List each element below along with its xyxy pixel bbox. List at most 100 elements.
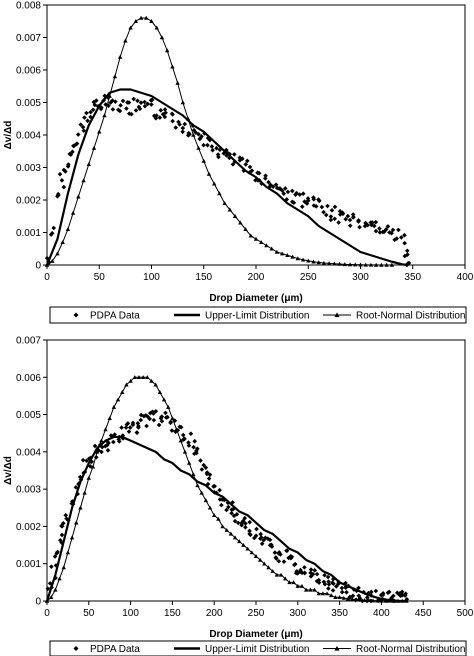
pdpa-point [404, 596, 410, 602]
pdpa-point [136, 425, 141, 430]
pdpa-point [386, 589, 392, 595]
pdpa-point [201, 462, 206, 468]
pdpa-point [136, 104, 142, 110]
y-axis: 0 0.001 0.002 0.003 0.004 0.005 0.006 0.007 [16, 336, 47, 608]
y-tick-label: 0.004 [16, 447, 41, 458]
root-normal-point [228, 531, 234, 536]
pdpa-point [231, 152, 237, 157]
pdpa-point [272, 550, 278, 555]
series-upper-limit-line [45, 88, 408, 267]
root-normal-point [60, 240, 65, 245]
pdpa-point [59, 178, 65, 183]
pdpa-point [368, 593, 374, 598]
pdpa-point [162, 114, 168, 120]
pdpa-point [111, 439, 116, 445]
pdpa-point [319, 204, 325, 210]
pdpa-point [180, 129, 185, 135]
pdpa-point [82, 115, 87, 120]
pdpa-point [119, 425, 124, 430]
pdpa-point [391, 593, 396, 599]
pdpa-point [302, 570, 307, 576]
root-normal-point [220, 524, 225, 529]
y-tick-label: 0.006 [16, 373, 41, 384]
pdpa-point [217, 147, 223, 153]
pdpa-point [234, 511, 240, 517]
pdpa-point [294, 190, 299, 196]
pdpa-point [101, 98, 106, 103]
pdpa-point [173, 428, 179, 434]
pdpa-point [325, 203, 330, 209]
pdpa-point [402, 240, 407, 246]
pdpa-point [392, 237, 397, 243]
y-tick-label: 0.008 [16, 1, 41, 12]
pdpa-point [180, 432, 186, 438]
pdpa-point [186, 443, 192, 448]
root-normal-point [227, 207, 233, 212]
y-tick-label: 0.007 [16, 336, 41, 347]
pdpa-point [207, 472, 213, 477]
pdpa-point [313, 204, 319, 209]
pdpa-point [232, 518, 238, 524]
root-normal-point [299, 583, 305, 588]
pdpa-point [172, 418, 178, 423]
pdpa-point [149, 102, 154, 107]
pdpa-point [230, 162, 236, 167]
pdpa-point [181, 436, 187, 442]
pdpa-point [363, 220, 368, 226]
root-normal-point [237, 539, 242, 544]
pdpa-point [89, 459, 95, 464]
legend-root-normal-label: Root-Normal Distribution [356, 311, 465, 322]
pdpa-point [133, 108, 139, 113]
pdpa-point [370, 220, 375, 225]
pdpa-point [198, 458, 203, 463]
pdpa-point [247, 531, 252, 537]
pdpa-point [259, 541, 265, 547]
pdpa-point [214, 490, 219, 496]
root-normal-point [61, 565, 66, 570]
root-normal-point [320, 591, 326, 596]
pdpa-point [284, 197, 290, 202]
pdpa-point [312, 568, 318, 573]
x-tick-label: 50 [94, 272, 106, 283]
pdpa-point [304, 201, 310, 206]
pdpa-point [191, 444, 196, 450]
pdpa-point [205, 142, 210, 148]
pdpa-point [253, 177, 258, 183]
y-tick-label: 0.004 [16, 131, 41, 142]
pdpa-point [205, 481, 211, 487]
pdpa-point [130, 422, 136, 428]
root-normal-point [50, 258, 55, 263]
pdpa-point [126, 111, 132, 116]
pdpa-point [249, 168, 255, 173]
pdpa-point [157, 115, 163, 120]
x-tick-label: 150 [195, 272, 212, 283]
pdpa-point [199, 467, 205, 472]
pdpa-point [61, 167, 67, 173]
y-tick-label: 0.007 [16, 33, 41, 44]
pdpa-point [192, 438, 198, 444]
pdpa-point [247, 170, 252, 175]
pdpa-point [212, 489, 217, 495]
pdpa-point [321, 209, 326, 215]
root-normal-point [316, 591, 321, 596]
series-upper-limit-line [45, 435, 407, 603]
x-tick-label: 350 [404, 272, 421, 283]
root-normal-point [145, 375, 150, 380]
plot-area [46, 339, 466, 602]
pdpa-point [59, 540, 64, 545]
pdpa-point [78, 477, 84, 483]
pdpa-point [180, 125, 186, 131]
root-normal-point [128, 378, 133, 383]
pdpa-point [232, 159, 238, 165]
y-tick-label: 0.006 [16, 66, 41, 77]
root-normal-point [379, 262, 384, 267]
pdpa-point [80, 457, 86, 463]
pdpa-point [390, 597, 395, 603]
legend-upper-limit-label: Upper-Limit Distribution [205, 311, 309, 322]
pdpa-point [46, 259, 52, 265]
pdpa-point [112, 432, 117, 437]
pdpa-point [84, 110, 89, 116]
pdpa-point [354, 588, 359, 594]
legend: PDPA Data Upper-Limit Distribution Root-No… [49, 640, 467, 656]
